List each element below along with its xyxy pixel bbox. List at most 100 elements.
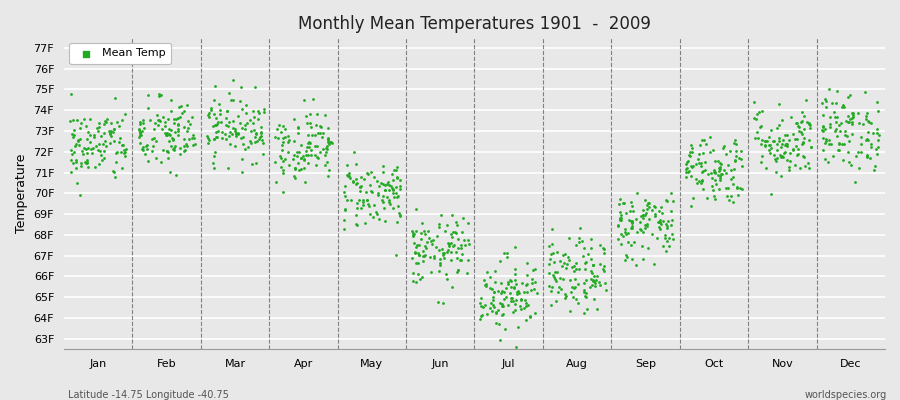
Point <box>680 159 695 165</box>
Point <box>482 305 497 311</box>
Point <box>381 179 395 185</box>
Point <box>571 281 585 287</box>
Point <box>106 126 121 132</box>
Point <box>580 259 594 265</box>
Point <box>695 137 709 143</box>
Point <box>802 165 816 171</box>
Point <box>318 112 332 119</box>
Point <box>187 141 202 148</box>
Point <box>245 161 259 167</box>
Point <box>762 142 777 148</box>
Point <box>486 304 500 310</box>
Point <box>235 106 249 112</box>
Point <box>106 168 121 174</box>
Point <box>758 138 772 144</box>
Point <box>772 122 787 128</box>
Point <box>213 107 228 113</box>
Point <box>269 126 284 132</box>
Point <box>83 116 97 122</box>
Point <box>567 268 581 274</box>
Point <box>491 320 506 327</box>
Point <box>660 198 674 204</box>
Point <box>301 120 315 126</box>
Point <box>860 116 874 122</box>
Point <box>406 232 420 238</box>
Point <box>613 216 627 223</box>
Point <box>180 118 194 124</box>
Point <box>275 139 290 145</box>
Point <box>238 145 252 152</box>
Point <box>636 256 651 262</box>
Point <box>176 124 191 130</box>
Point <box>219 122 233 128</box>
Point <box>316 146 330 152</box>
Point <box>493 300 508 306</box>
Point <box>571 300 585 306</box>
Point <box>574 238 589 244</box>
Point <box>547 273 562 280</box>
Point <box>376 163 391 170</box>
Point <box>338 183 353 189</box>
Point <box>296 97 310 104</box>
Point <box>508 300 522 307</box>
Point <box>592 282 607 288</box>
Point <box>597 268 611 274</box>
Point <box>136 117 150 123</box>
Point <box>86 144 100 151</box>
Point <box>660 222 674 229</box>
Point <box>815 127 830 134</box>
Point <box>67 126 81 133</box>
Point <box>495 301 509 307</box>
Point <box>414 235 428 242</box>
Point <box>416 248 430 254</box>
Point <box>596 244 610 251</box>
Point <box>495 303 509 310</box>
Point <box>861 129 876 136</box>
Point <box>814 100 829 106</box>
Point <box>640 223 654 230</box>
Point <box>787 130 801 137</box>
Point <box>449 230 464 236</box>
Point <box>281 149 295 155</box>
Point <box>545 226 560 232</box>
Point <box>840 133 854 139</box>
Point <box>590 306 604 313</box>
Point <box>499 284 513 291</box>
Point <box>390 219 404 226</box>
Point <box>696 168 710 174</box>
Point <box>681 168 696 174</box>
Point <box>113 134 128 141</box>
Point <box>576 253 590 259</box>
Point <box>292 149 306 155</box>
Point <box>544 250 558 257</box>
Point <box>818 137 832 144</box>
Point <box>276 158 291 164</box>
Point <box>660 225 674 231</box>
Point <box>834 119 849 126</box>
Point <box>291 149 305 155</box>
Point <box>238 102 253 108</box>
Point <box>132 127 147 134</box>
Point <box>73 125 87 131</box>
Point <box>683 153 698 159</box>
Point <box>871 137 886 143</box>
Point <box>732 155 746 162</box>
Point <box>713 164 727 170</box>
Point <box>754 152 769 159</box>
Point <box>654 221 669 228</box>
Point <box>828 114 842 120</box>
Point <box>353 184 367 190</box>
Point <box>712 165 726 171</box>
Point <box>310 111 325 118</box>
Point <box>165 97 179 103</box>
Point <box>659 197 673 203</box>
Point <box>767 138 781 144</box>
Point <box>624 242 638 248</box>
Point <box>175 103 189 110</box>
Point <box>455 214 470 221</box>
Point <box>65 150 79 157</box>
Point <box>360 196 374 203</box>
Point <box>366 214 381 220</box>
Point <box>614 215 628 221</box>
Point <box>350 180 365 187</box>
